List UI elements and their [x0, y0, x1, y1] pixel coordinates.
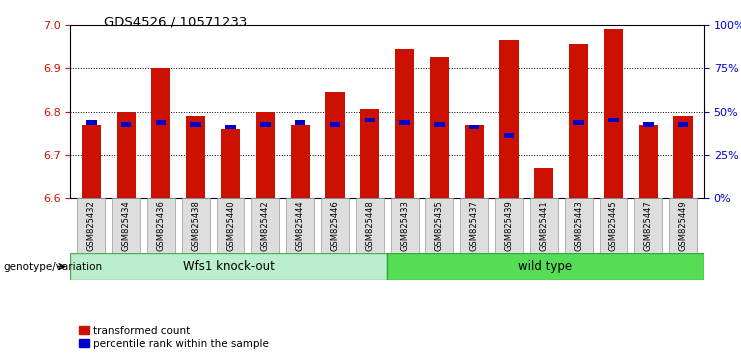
- FancyBboxPatch shape: [216, 198, 245, 253]
- Bar: [465, 125, 484, 198]
- Bar: [86, 120, 96, 125]
- Text: GDS4526 / 10571233: GDS4526 / 10571233: [104, 16, 247, 29]
- FancyBboxPatch shape: [182, 198, 210, 253]
- Bar: [186, 116, 205, 198]
- FancyBboxPatch shape: [565, 198, 593, 253]
- Bar: [469, 125, 479, 129]
- Text: GSM825440: GSM825440: [226, 200, 235, 251]
- Bar: [365, 118, 375, 122]
- Text: wild type: wild type: [519, 260, 573, 273]
- Bar: [604, 29, 623, 198]
- Bar: [256, 112, 275, 198]
- Bar: [290, 125, 310, 198]
- Bar: [608, 118, 619, 122]
- Text: GSM825432: GSM825432: [87, 200, 96, 251]
- Bar: [430, 57, 449, 198]
- FancyBboxPatch shape: [77, 198, 105, 253]
- Bar: [360, 109, 379, 198]
- Text: GSM825443: GSM825443: [574, 200, 583, 251]
- Bar: [395, 48, 414, 198]
- Bar: [674, 116, 693, 198]
- Bar: [156, 120, 166, 125]
- Bar: [534, 168, 554, 198]
- Bar: [225, 125, 236, 129]
- Text: GSM825437: GSM825437: [470, 200, 479, 251]
- Bar: [260, 122, 270, 127]
- FancyBboxPatch shape: [530, 198, 558, 253]
- Text: GSM825447: GSM825447: [644, 200, 653, 251]
- Bar: [295, 120, 305, 125]
- FancyBboxPatch shape: [387, 253, 704, 280]
- Bar: [504, 133, 514, 137]
- Text: GSM825444: GSM825444: [296, 200, 305, 251]
- FancyBboxPatch shape: [495, 198, 523, 253]
- Bar: [434, 122, 445, 127]
- Text: GSM825448: GSM825448: [365, 200, 374, 251]
- FancyBboxPatch shape: [70, 253, 387, 280]
- Text: GSM825445: GSM825445: [609, 200, 618, 251]
- Bar: [121, 122, 131, 127]
- Bar: [221, 129, 240, 198]
- FancyBboxPatch shape: [147, 198, 175, 253]
- Bar: [639, 125, 658, 198]
- FancyBboxPatch shape: [356, 198, 384, 253]
- Bar: [678, 122, 688, 127]
- FancyBboxPatch shape: [634, 198, 662, 253]
- FancyBboxPatch shape: [112, 198, 140, 253]
- Bar: [190, 122, 201, 127]
- FancyBboxPatch shape: [460, 198, 488, 253]
- Text: GSM825435: GSM825435: [435, 200, 444, 251]
- Bar: [151, 68, 170, 198]
- FancyBboxPatch shape: [425, 198, 453, 253]
- Text: GSM825439: GSM825439: [505, 200, 514, 251]
- FancyBboxPatch shape: [669, 198, 697, 253]
- Bar: [82, 125, 101, 198]
- FancyBboxPatch shape: [251, 198, 279, 253]
- Text: genotype/variation: genotype/variation: [4, 262, 103, 272]
- Bar: [116, 112, 136, 198]
- Legend: transformed count, percentile rank within the sample: transformed count, percentile rank withi…: [79, 326, 269, 349]
- Bar: [643, 122, 654, 127]
- Text: GSM825436: GSM825436: [156, 200, 165, 251]
- FancyBboxPatch shape: [321, 198, 349, 253]
- Text: GSM825433: GSM825433: [400, 200, 409, 251]
- Text: GSM825442: GSM825442: [261, 200, 270, 251]
- Text: GSM825441: GSM825441: [539, 200, 548, 251]
- Text: GSM825446: GSM825446: [330, 200, 339, 251]
- Bar: [399, 120, 410, 125]
- Bar: [499, 40, 519, 198]
- Bar: [330, 122, 340, 127]
- FancyBboxPatch shape: [599, 198, 628, 253]
- FancyBboxPatch shape: [391, 198, 419, 253]
- Bar: [574, 120, 584, 125]
- Bar: [325, 92, 345, 198]
- FancyBboxPatch shape: [286, 198, 314, 253]
- Text: GSM825434: GSM825434: [122, 200, 130, 251]
- Bar: [569, 44, 588, 198]
- Text: Wfs1 knock-out: Wfs1 knock-out: [183, 260, 275, 273]
- Text: GSM825449: GSM825449: [679, 200, 688, 251]
- Text: GSM825438: GSM825438: [191, 200, 200, 251]
